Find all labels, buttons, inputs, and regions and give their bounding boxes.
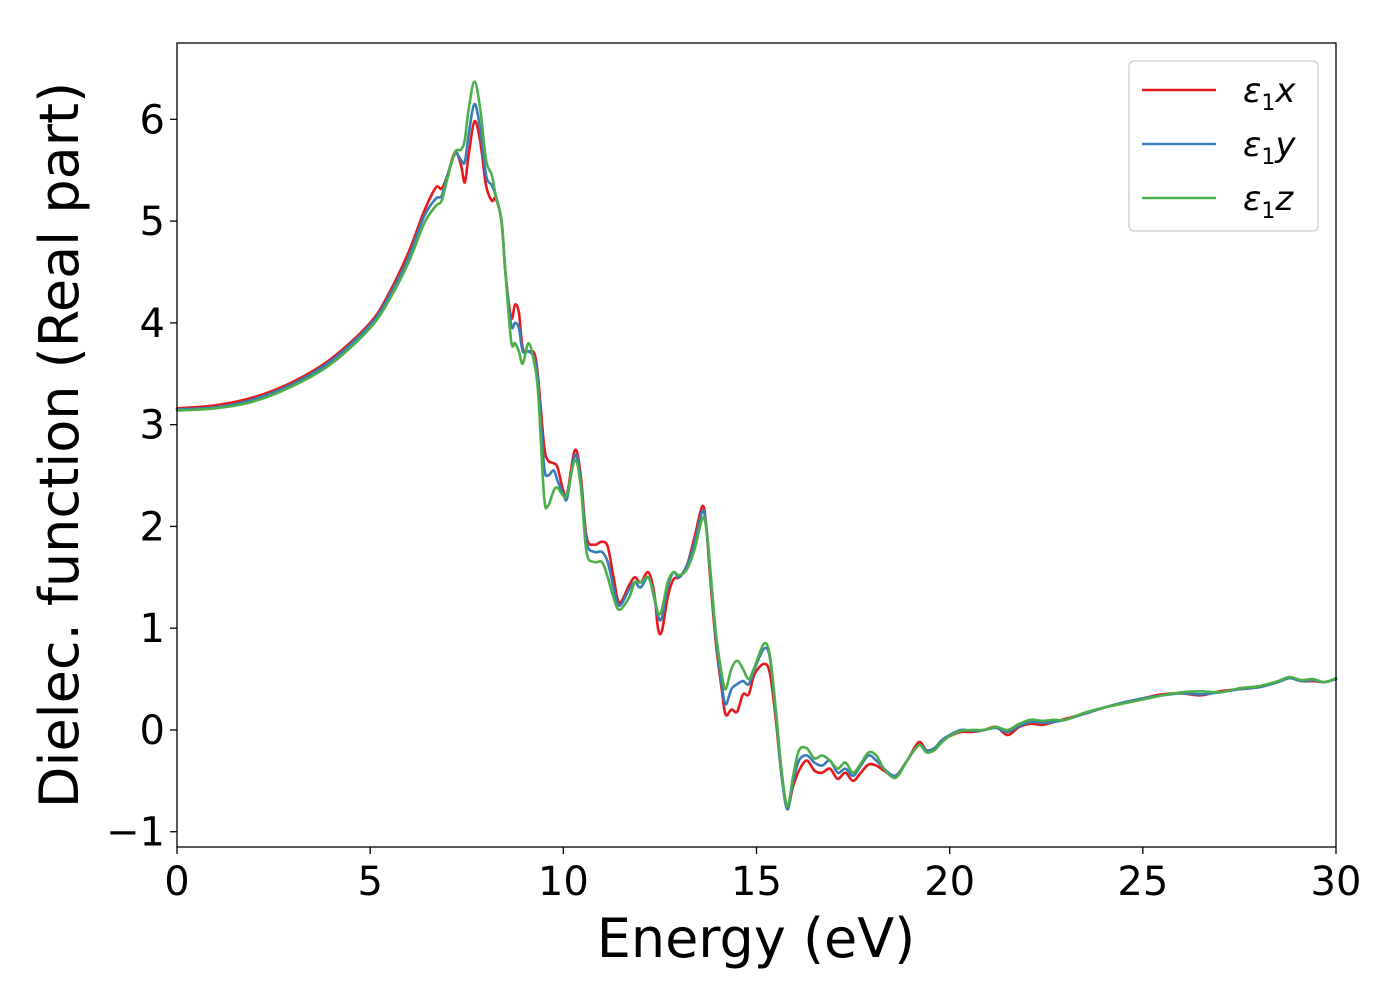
legend-label-z: ε1z [1243, 179, 1294, 224]
x-tick-label: 25 [1117, 859, 1168, 905]
y-axis-title: Dielec. function (Real part) [28, 82, 91, 808]
y-tick-label: 3 [140, 403, 165, 449]
x-tick-label: 30 [1311, 859, 1362, 905]
y-tick-label: 0 [140, 708, 165, 754]
x-axis-ticks: 0 5 10 15 20 25 30 [164, 847, 1361, 905]
legend-box [1128, 60, 1319, 232]
x-tick-label: 5 [357, 859, 382, 905]
series-layer [175, 80, 1338, 811]
legend-label-y: ε1y [1243, 125, 1296, 170]
y-tick-label: 1 [140, 606, 165, 652]
y-tick-label: 4 [140, 301, 165, 347]
y-tick-label: 2 [140, 504, 165, 550]
legend-label-x: ε1x [1243, 71, 1296, 116]
x-tick-label: 10 [538, 859, 589, 905]
x-tick-label: 15 [731, 859, 782, 905]
x-tick-label: 0 [164, 859, 189, 905]
x-tick-label: 20 [924, 859, 975, 905]
y-axis-ticks: −1 0 1 2 3 4 5 6 [106, 97, 177, 856]
series-line-z [175, 80, 1338, 808]
y-tick-label: 6 [140, 97, 165, 143]
legend: ε1x ε1y ε1z [1128, 60, 1319, 232]
y-tick-label: −1 [106, 810, 165, 856]
x-axis-title: Energy (eV) [597, 907, 916, 970]
y-tick-label: 5 [140, 199, 165, 245]
